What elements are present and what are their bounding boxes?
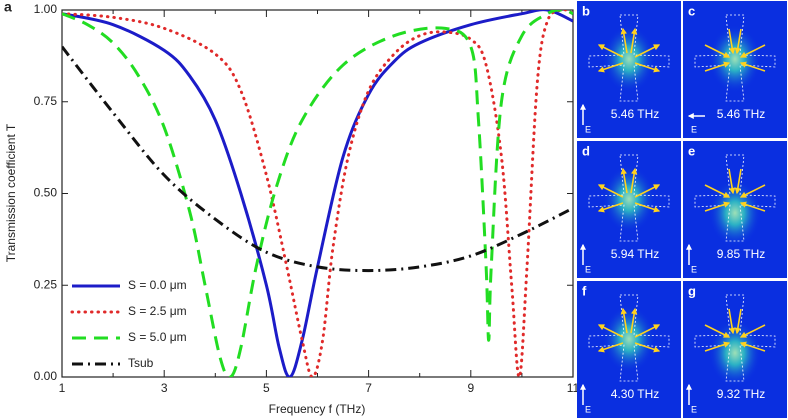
legend-label: S = 5.0 μm — [128, 330, 187, 344]
field-glow — [709, 319, 761, 387]
panel-letter: d — [582, 143, 590, 158]
field-arrow — [630, 307, 638, 334]
field-arrow — [630, 27, 638, 54]
field-arrow — [634, 202, 661, 213]
field-arrow — [728, 28, 736, 55]
field-arrow — [634, 62, 661, 73]
line-series — [62, 10, 573, 377]
field-label: E — [585, 264, 591, 274]
x-tick-label: 3 — [161, 381, 168, 395]
field-arrow — [704, 61, 731, 72]
legend-label: S = 2.5 μm — [128, 304, 187, 318]
panel-letter: g — [688, 283, 696, 298]
panel-frequency: 5.46 THz — [611, 107, 659, 121]
field-arrow — [728, 168, 736, 195]
field-panel: c 5.46 THz E — [683, 1, 787, 138]
panel-letter: e — [688, 143, 695, 158]
field-arrow — [734, 308, 742, 335]
x-tick-label: 11 — [567, 381, 580, 395]
field-arrow — [739, 184, 766, 198]
field-arrow — [739, 341, 766, 352]
field-arrow — [634, 342, 661, 353]
x-tick-label: 9 — [467, 381, 474, 395]
panel-letter: b — [582, 3, 590, 18]
plot-frame — [61, 9, 574, 378]
field-arrow — [597, 324, 624, 338]
panel-frequency: 5.46 THz — [717, 107, 765, 121]
field-arrow — [739, 201, 766, 212]
field-panel: e 9.85 THz E — [683, 141, 787, 278]
field-arrow — [704, 184, 731, 198]
field-glow — [709, 25, 761, 93]
legend-label: S = 0.0 μm — [128, 278, 187, 292]
plot-lines — [62, 10, 573, 377]
field-arrow — [620, 27, 628, 54]
field-panel: f 4.30 THz E — [577, 281, 681, 418]
field-arrow — [634, 184, 661, 198]
y-tick-label: 1.00 — [34, 2, 58, 16]
line-series — [62, 45, 573, 273]
field-arrow — [597, 342, 624, 353]
x-tick-label: 7 — [365, 381, 372, 395]
field-arrow — [739, 61, 766, 72]
field-glow — [603, 305, 655, 373]
field-arrow — [634, 44, 661, 58]
field-arrow — [704, 44, 731, 58]
field-label: E — [585, 404, 591, 414]
panel-label: a — [4, 0, 12, 15]
field-arrow — [597, 44, 624, 58]
y-tick-label: 0.75 — [34, 94, 58, 108]
field-label: E — [691, 404, 697, 414]
x-tick-label: 5 — [263, 381, 270, 395]
y-tick-label: 0.50 — [34, 186, 58, 200]
x-axis-label: Frequency f (THz) — [269, 402, 366, 416]
field-glow — [603, 25, 655, 93]
y-axis-label: Transmission coefficient T — [4, 123, 18, 262]
panel-frequency: 5.94 THz — [611, 247, 659, 261]
field-arrow — [597, 184, 624, 198]
field-glow — [709, 179, 761, 247]
y-tick-label: 0.25 — [34, 277, 58, 291]
field-arrow — [728, 308, 736, 335]
field-label: E — [691, 124, 697, 134]
panel-frequency: 4.30 THz — [611, 387, 659, 401]
field-arrow — [734, 28, 742, 55]
line-series — [62, 10, 573, 377]
field-arrow — [704, 324, 731, 338]
y-tick-label: 0.00 — [34, 369, 58, 383]
panel-letter: f — [582, 283, 587, 298]
field-arrow — [704, 201, 731, 212]
field-arrow — [630, 167, 638, 194]
field-label: E — [691, 264, 697, 274]
field-arrow — [597, 62, 624, 73]
field-arrow — [734, 168, 742, 195]
field-panel: d 5.94 THz E — [577, 141, 681, 278]
field-arrow — [739, 44, 766, 58]
panel-frequency: 9.32 THz — [717, 387, 765, 401]
field-arrow — [739, 324, 766, 338]
field-panel: b 5.46 THz E — [577, 1, 681, 138]
field-arrow — [620, 167, 628, 194]
panel-letter: c — [688, 3, 695, 18]
panel-frequency: 9.85 THz — [717, 247, 765, 261]
field-panel: g 9.32 THz E — [683, 281, 787, 418]
legend-label: Tsub — [128, 356, 154, 370]
field-arrow — [704, 341, 731, 352]
line-series — [62, 10, 573, 377]
field-arrow — [597, 202, 624, 213]
field-arrow — [620, 307, 628, 334]
field-label: E — [585, 124, 591, 134]
field-arrow — [634, 324, 661, 338]
x-tick-label: 1 — [59, 381, 66, 395]
field-glow — [603, 165, 655, 233]
